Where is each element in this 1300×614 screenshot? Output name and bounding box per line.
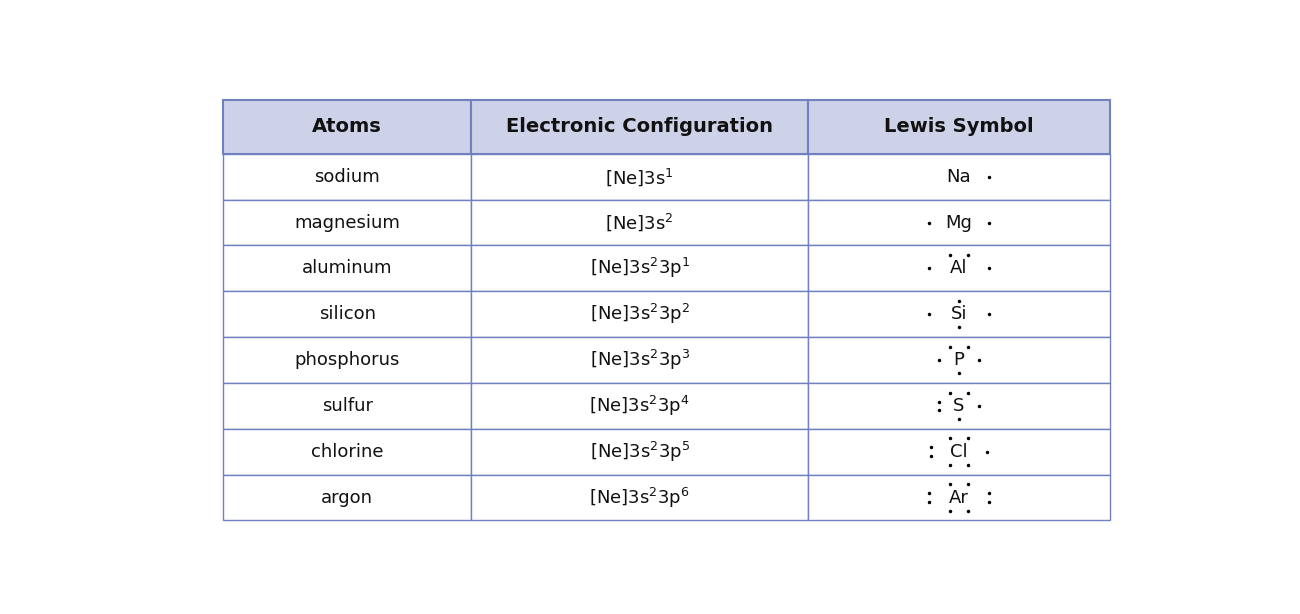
FancyBboxPatch shape — [224, 337, 471, 383]
FancyBboxPatch shape — [471, 246, 809, 291]
FancyBboxPatch shape — [224, 475, 471, 521]
FancyBboxPatch shape — [809, 246, 1109, 291]
Text: Atoms: Atoms — [312, 117, 382, 136]
Text: [Ne]3s$^2$3p$^2$: [Ne]3s$^2$3p$^2$ — [590, 302, 689, 326]
FancyBboxPatch shape — [809, 475, 1109, 521]
Text: [Ne]3s$^2$3p$^1$: [Ne]3s$^2$3p$^1$ — [590, 256, 690, 281]
Text: Lewis Symbol: Lewis Symbol — [884, 117, 1034, 136]
FancyBboxPatch shape — [224, 383, 471, 429]
Text: Cl: Cl — [950, 443, 967, 460]
Text: Si: Si — [950, 305, 967, 323]
FancyBboxPatch shape — [471, 291, 809, 337]
FancyBboxPatch shape — [809, 99, 1109, 154]
FancyBboxPatch shape — [809, 337, 1109, 383]
Text: chlorine: chlorine — [311, 443, 384, 460]
Text: argon: argon — [321, 489, 373, 507]
Text: Mg: Mg — [945, 214, 972, 231]
FancyBboxPatch shape — [471, 383, 809, 429]
FancyBboxPatch shape — [224, 429, 471, 475]
FancyBboxPatch shape — [809, 291, 1109, 337]
FancyBboxPatch shape — [224, 291, 471, 337]
FancyBboxPatch shape — [224, 246, 471, 291]
FancyBboxPatch shape — [224, 99, 471, 154]
FancyBboxPatch shape — [224, 200, 471, 246]
Text: silicon: silicon — [318, 305, 376, 323]
Text: aluminum: aluminum — [302, 259, 393, 278]
FancyBboxPatch shape — [809, 429, 1109, 475]
Text: Al: Al — [950, 259, 967, 278]
Text: magnesium: magnesium — [294, 214, 400, 231]
FancyBboxPatch shape — [471, 475, 809, 521]
Text: [Ne]3s$^2$3p$^6$: [Ne]3s$^2$3p$^6$ — [589, 486, 690, 510]
Text: [Ne]3s$^1$: [Ne]3s$^1$ — [606, 166, 673, 187]
Text: [Ne]3s$^2$3p$^4$: [Ne]3s$^2$3p$^4$ — [589, 394, 690, 418]
FancyBboxPatch shape — [471, 337, 809, 383]
FancyBboxPatch shape — [471, 154, 809, 200]
Text: Ar: Ar — [949, 489, 968, 507]
Text: Electronic Configuration: Electronic Configuration — [506, 117, 774, 136]
FancyBboxPatch shape — [809, 200, 1109, 246]
Text: P: P — [953, 351, 965, 369]
FancyBboxPatch shape — [471, 200, 809, 246]
FancyBboxPatch shape — [809, 154, 1109, 200]
Text: [Ne]3s$^2$3p$^3$: [Ne]3s$^2$3p$^3$ — [590, 348, 690, 372]
Text: [Ne]3s$^2$3p$^5$: [Ne]3s$^2$3p$^5$ — [590, 440, 690, 464]
Text: sulfur: sulfur — [321, 397, 373, 415]
Text: sodium: sodium — [315, 168, 380, 185]
FancyBboxPatch shape — [471, 99, 809, 154]
Text: S: S — [953, 397, 965, 415]
Text: Na: Na — [946, 168, 971, 185]
FancyBboxPatch shape — [471, 429, 809, 475]
FancyBboxPatch shape — [224, 154, 471, 200]
FancyBboxPatch shape — [809, 383, 1109, 429]
Text: [Ne]3s$^2$: [Ne]3s$^2$ — [606, 212, 673, 233]
Text: phosphorus: phosphorus — [294, 351, 400, 369]
